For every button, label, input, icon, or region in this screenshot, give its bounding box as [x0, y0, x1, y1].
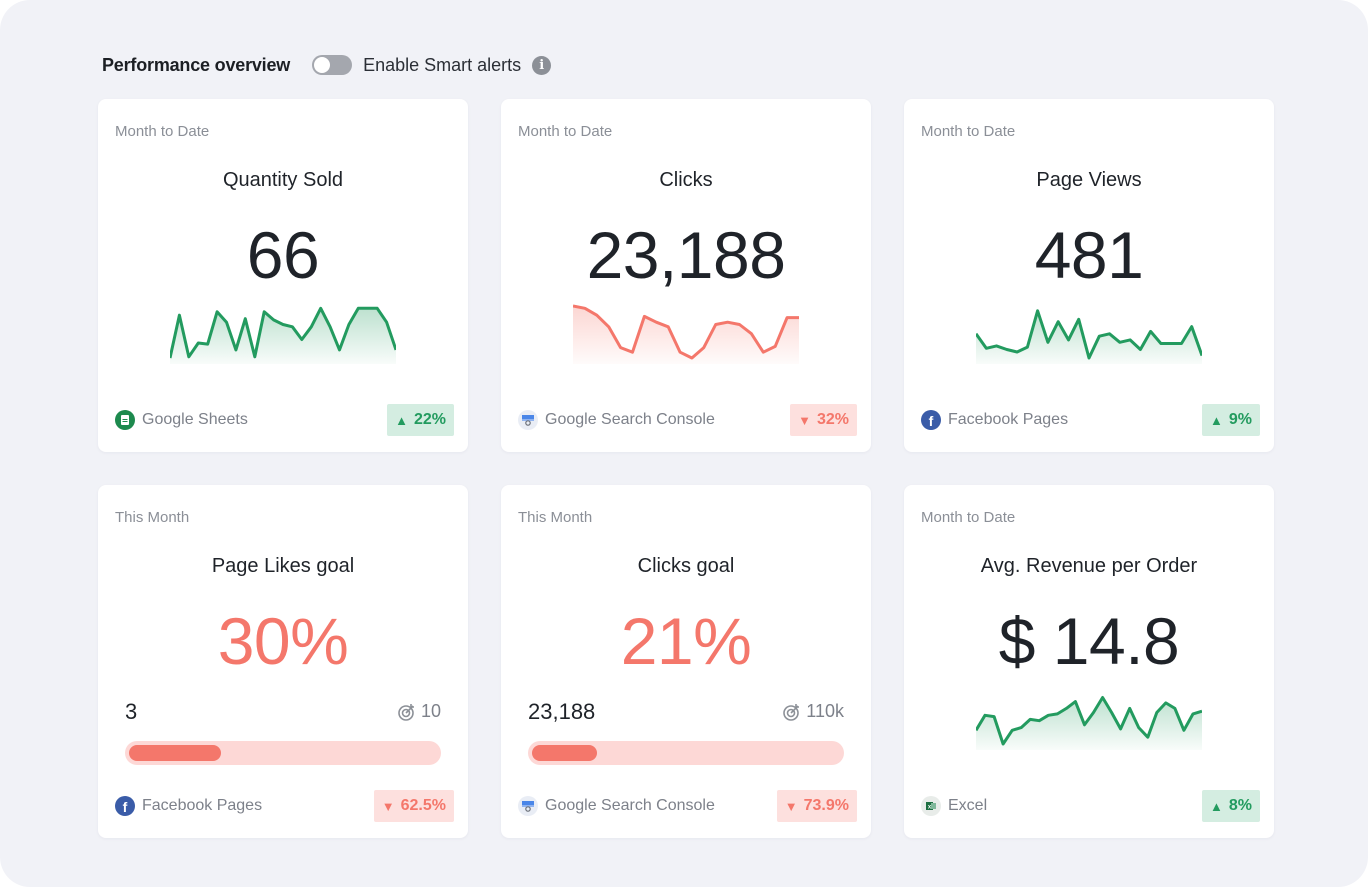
- card-value: 66: [246, 218, 320, 292]
- toggle-knob: [314, 57, 331, 73]
- goal-target-value: 10: [420, 701, 441, 721]
- data-source: Google Search Console: [518, 410, 715, 430]
- change-badge: ▲ 8%: [1202, 790, 1260, 822]
- card-period: Month to Date: [921, 509, 1016, 526]
- goal-row: 23,188 110k: [528, 697, 844, 725]
- card-title: Clicks goal: [637, 555, 735, 577]
- target-icon: [398, 703, 414, 721]
- sparkline-line: [976, 696, 1202, 746]
- facebook-icon: f: [115, 796, 135, 816]
- goal-progress-fill: [532, 745, 597, 761]
- metric-card-avg-revenue[interactable]: Month to Date Avg. Revenue per Order $ 1…: [904, 485, 1274, 838]
- goal-card-page-likes[interactable]: This Month Page Likes goal 30% 3 10 f Fa…: [98, 485, 468, 838]
- source-name: Excel: [948, 797, 988, 814]
- card-title: Clicks: [659, 169, 713, 191]
- card-value: 30%: [217, 604, 349, 678]
- metric-card-clicks[interactable]: Month to Date Clicks 23,188 Google Searc…: [501, 99, 871, 452]
- excel-icon: x: [921, 796, 941, 816]
- google-sheets-icon: [115, 410, 135, 430]
- goal-current: 23,188: [528, 699, 596, 724]
- change-value: 22%: [413, 411, 446, 428]
- facebook-icon: f: [921, 410, 941, 430]
- goal-target: 10: [397, 701, 441, 722]
- target-icon: [783, 703, 800, 721]
- goal-current: 3: [125, 699, 138, 724]
- sparkline-chart: [573, 304, 799, 364]
- sparkline-line: [573, 304, 799, 360]
- arrow-down-icon: ▼: [381, 798, 395, 814]
- goal-progress-fill: [129, 745, 221, 761]
- sparkline-chart: [170, 306, 396, 364]
- data-source: x Excel: [921, 796, 987, 816]
- google-search-console-icon: [518, 796, 538, 816]
- change-badge: ▲ 22%: [387, 404, 454, 436]
- arrow-up-icon: ▲: [1210, 412, 1223, 428]
- goal-target: 110k: [782, 701, 844, 722]
- goal-progress-bar: [528, 741, 844, 765]
- card-value: 481: [1034, 218, 1144, 292]
- card-title: Quantity Sold: [222, 169, 344, 191]
- smart-alerts-label: Enable Smart alerts: [363, 54, 522, 75]
- goal-card-clicks[interactable]: This Month Clicks goal 21% 23,188 110k G…: [501, 485, 871, 838]
- card-value: 21%: [620, 604, 752, 678]
- card-title: Avg. Revenue per Order: [980, 555, 1198, 577]
- goal-progress-bar: [125, 741, 441, 765]
- sparkline-area: [976, 310, 1202, 364]
- card-period: Month to Date: [921, 123, 1016, 140]
- arrow-up-icon: ▲: [395, 412, 408, 428]
- data-source: Google Sheets: [115, 410, 248, 430]
- arrow-up-icon: ▲: [1210, 798, 1223, 814]
- change-badge: ▼ 62.5%: [373, 790, 454, 822]
- change-badge: ▼ 32%: [790, 404, 857, 436]
- change-badge: ▲ 9%: [1202, 404, 1260, 436]
- card-value: 23,188: [586, 218, 786, 292]
- sparkline-line: [170, 306, 396, 359]
- change-badge: ▼ 73.9%: [776, 790, 857, 822]
- source-name: Facebook Pages: [142, 797, 263, 814]
- card-period: This Month: [518, 509, 593, 526]
- sparkline-area: [170, 308, 396, 364]
- change-value: 8%: [1228, 797, 1252, 814]
- source-name: Google Search Console: [545, 797, 715, 814]
- source-name: Google Search Console: [545, 411, 715, 428]
- card-value: $ 14.8: [998, 604, 1180, 678]
- data-source: Google Search Console: [518, 796, 715, 816]
- toolbar: Performance overview Enable Smart alerts…: [102, 52, 552, 78]
- change-value: 62.5%: [400, 797, 446, 814]
- sparkline-chart: [976, 309, 1202, 364]
- goal-target-value: 110k: [806, 701, 844, 721]
- sparkline-area: [573, 306, 799, 364]
- info-icon[interactable]: i: [532, 55, 552, 75]
- smart-alerts-toggle[interactable]: [312, 55, 353, 75]
- page-title: Performance overview: [102, 54, 291, 75]
- card-title: Page Views: [1036, 169, 1142, 191]
- change-value: 32%: [816, 411, 849, 428]
- arrow-down-icon: ▼: [784, 798, 798, 814]
- sparkline-line: [976, 309, 1202, 360]
- card-period: Month to Date: [115, 123, 210, 140]
- source-name: Facebook Pages: [948, 411, 1069, 428]
- metric-card-quantity-sold[interactable]: Month to Date Quantity Sold 66 Google Sh…: [98, 99, 468, 452]
- change-value: 9%: [1228, 411, 1252, 428]
- goal-row: 3 10: [125, 697, 441, 725]
- card-period: Month to Date: [518, 123, 613, 140]
- card-period: This Month: [115, 509, 190, 526]
- data-source: f Facebook Pages: [115, 796, 262, 816]
- source-name: Google Sheets: [142, 411, 248, 428]
- arrow-down-icon: ▼: [798, 412, 811, 428]
- google-search-console-icon: [518, 410, 538, 430]
- change-value: 73.9%: [803, 797, 849, 814]
- svg-text:x: x: [928, 805, 932, 811]
- sparkline-chart: [976, 696, 1202, 750]
- metric-card-page-views[interactable]: Month to Date Page Views 481 f Facebook …: [904, 99, 1274, 452]
- data-source: f Facebook Pages: [921, 410, 1068, 430]
- card-title: Page Likes goal: [211, 555, 355, 577]
